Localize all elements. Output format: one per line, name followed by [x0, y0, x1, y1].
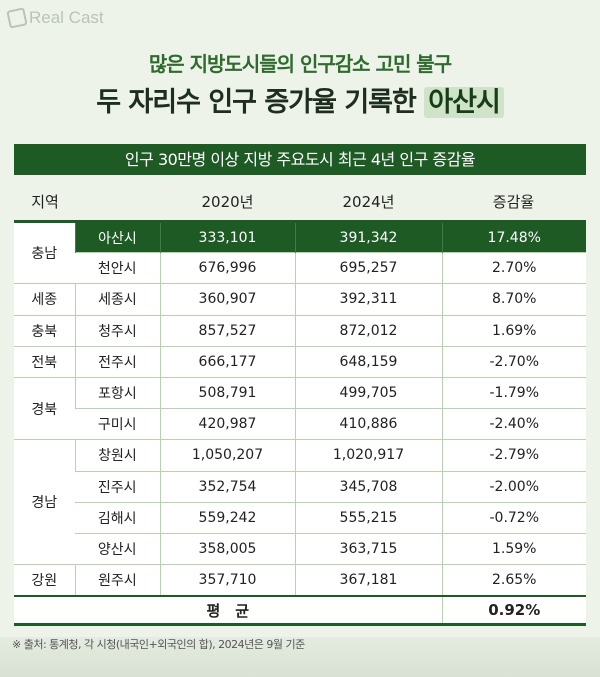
- city-cell: 창원시: [74, 439, 160, 471]
- table-row: 김해시 559,242 555,215 -0.72%: [14, 501, 586, 534]
- pop-2020-cell: 358,005: [159, 532, 295, 565]
- city-cell: 양산시: [75, 532, 160, 565]
- table-row: 구미시 420,987 410,886 -2.40%: [14, 408, 586, 440]
- rate-cell: -0.72%: [441, 501, 586, 534]
- rate-cell: 1.69%: [441, 314, 586, 347]
- pop-2020-cell: 857,527: [159, 314, 295, 347]
- region-cell: 충남: [14, 220, 75, 284]
- logo: Real Cast: [6, 7, 104, 29]
- region-cell: 전북: [14, 345, 75, 378]
- rate-cell: -2.79%: [441, 439, 586, 471]
- pop-2020-cell: 676,996: [159, 252, 295, 284]
- table-row: 천안시 676,996 695,257 2.70%: [14, 252, 586, 284]
- pop-2024-cell: 555,215: [294, 501, 442, 534]
- table-row: 양산시 358,005 363,715 1.59%: [14, 532, 586, 565]
- average-rate: 0.92%: [441, 594, 586, 625]
- pop-2020-cell: 360,907: [159, 283, 295, 316]
- headline-text: 두 자리수 인구 증가율 기록한: [96, 87, 425, 118]
- rate-cell: -2.40%: [441, 408, 586, 440]
- logo-text: Real Cast: [29, 8, 104, 27]
- city-cell: 김해시: [75, 501, 160, 534]
- city-cell: 구미시: [75, 408, 160, 440]
- city-cell: 진주시: [75, 470, 160, 503]
- city-cell: 원주시: [74, 564, 160, 596]
- table-row: 세종 세종시 360,907 392,311 8.70%: [14, 283, 586, 316]
- population-table: 충남 아산시 333,101 391,342 17.48% 천안시 676,996 695,2…: [14, 220, 586, 627]
- rate-cell: -2.00%: [441, 470, 586, 503]
- city-cell: 포항시: [74, 376, 160, 409]
- rate-cell: 8.70%: [441, 283, 586, 316]
- pop-2020-cell: 357,710: [159, 564, 295, 596]
- rate-cell: 2.70%: [441, 252, 586, 284]
- pop-2024-cell: 345,708: [294, 470, 442, 503]
- table-row: 강원 원주시 357,710 367,181 2.65%: [14, 564, 586, 596]
- pop-2020-cell: 559,242: [159, 501, 295, 534]
- pop-2024-cell: 648,159: [294, 345, 442, 378]
- pop-2024-cell: 499,705: [294, 376, 442, 409]
- table-header: 지역 2020년 2024년 증감율: [15, 188, 585, 216]
- pop-2024-cell: 872,012: [294, 314, 442, 347]
- pop-2024-cell: 363,715: [294, 532, 442, 565]
- pop-2020-cell: 1,050,207: [159, 439, 295, 471]
- pop-2020-cell: 666,177: [159, 345, 295, 378]
- pop-2024-cell: 1,020,917: [294, 439, 442, 471]
- table-row: 충남 아산시 333,101 391,342 17.48%: [14, 220, 586, 284]
- pop-2024-cell: 367,181: [294, 564, 442, 596]
- pop-2020-cell: 508,791: [159, 376, 295, 409]
- city-cell: 청주시: [74, 314, 160, 347]
- rate-cell: 17.48%: [441, 220, 586, 253]
- pop-2024-cell: 391,342: [294, 220, 442, 253]
- header-rate: 증감율: [492, 193, 535, 211]
- average-label: 평 균: [14, 594, 442, 625]
- table-row: 진주시 352,754 345,708 -2.00%: [14, 470, 586, 503]
- logo-icon: [6, 7, 28, 29]
- rate-cell: -1.79%: [441, 376, 586, 409]
- pop-2020-cell: 420,987: [159, 408, 295, 440]
- region-cell: 경북: [14, 376, 75, 440]
- headline: 두 자리수 인구 증가율 기록한 아산시: [0, 80, 600, 119]
- pop-2024-cell: 695,257: [294, 252, 442, 284]
- city-cell: 세종시: [74, 283, 160, 316]
- pop-2024-cell: 410,886: [294, 408, 442, 440]
- subtitle: 많은 지방도시들의 인구감소 고민 불구: [148, 52, 452, 76]
- region-cell: 세종: [14, 283, 75, 316]
- pop-2020-cell: 352,754: [159, 470, 295, 503]
- rate-cell: -2.70%: [441, 345, 586, 378]
- rate-cell: 2.65%: [441, 564, 586, 596]
- region-cell: 경남: [14, 439, 75, 565]
- header-2024: 2024년: [342, 193, 395, 211]
- table-row: 충북 청주시 857,527 872,012 1.69%: [14, 314, 586, 347]
- table-title: 인구 30만명 이상 지방 주요도시 최근 4년 인구 증감율: [14, 144, 586, 175]
- table-row: 경남 창원시 1,050,207 1,020,917 -2.79%: [14, 439, 586, 565]
- region-cell: 충북: [14, 314, 75, 347]
- table-row: 전북 전주시 666,177 648,159 -2.70%: [14, 345, 586, 378]
- pop-2020-cell: 333,101: [159, 220, 295, 253]
- average-row: 평 균 0.92%: [14, 594, 586, 625]
- header-region: 지역: [31, 193, 59, 211]
- city-cell: 전주시: [74, 345, 160, 378]
- table-row: 경북 포항시 508,791 499,705 -1.79%: [14, 376, 586, 440]
- header-2020: 2020년: [201, 193, 254, 211]
- rate-cell: 1.59%: [441, 532, 586, 565]
- headline-highlight: 아산시: [424, 87, 504, 118]
- city-cell: 천안시: [75, 252, 160, 284]
- region-cell: 강원: [14, 564, 75, 596]
- source-note: ※ 출처: 통계청, 각 시청(내국인+외국인의 합), 2024년은 9월 기…: [12, 638, 305, 651]
- city-illustration: [0, 637, 600, 677]
- city-cell: 아산시: [74, 220, 160, 253]
- pop-2024-cell: 392,311: [294, 283, 442, 316]
